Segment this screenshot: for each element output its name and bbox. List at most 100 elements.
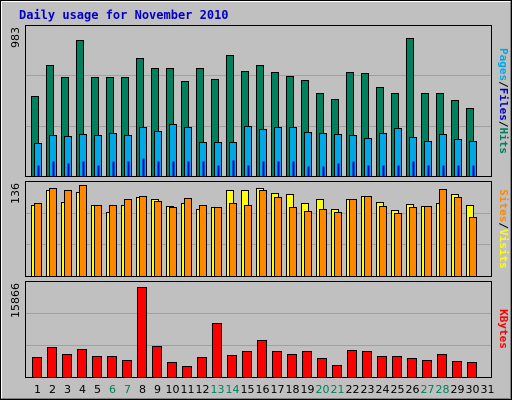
panel-1: 983 Pages/Files/Hits	[9, 25, 510, 177]
bar-kbytes-12	[197, 357, 207, 378]
bar-kbytes-28	[437, 354, 447, 378]
bar-kbytes-19	[302, 351, 312, 378]
bar-sites-22	[349, 199, 357, 277]
bar-pages-15	[247, 165, 250, 177]
bar-pages-5	[97, 165, 100, 177]
bar-sites-10	[169, 207, 177, 277]
bar-kbytes-26	[407, 358, 417, 378]
bar-kbytes-16	[257, 340, 267, 378]
bar-pages-21	[337, 163, 340, 177]
legend-entry: /	[497, 121, 510, 128]
x-tick-30: 30	[466, 383, 480, 396]
bar-pages-26	[412, 161, 415, 177]
bar-kbytes-8	[137, 287, 147, 378]
bar-kbytes-18	[287, 354, 297, 378]
bar-pages-16	[262, 161, 265, 177]
legend-entry: /	[497, 81, 510, 88]
bar-kbytes-5	[92, 356, 102, 378]
bar-sites-4	[79, 185, 87, 277]
bar-pages-30	[472, 165, 475, 177]
bar-kbytes-23	[362, 351, 372, 378]
bar-sites-21	[334, 212, 342, 277]
bar-pages-9	[157, 161, 160, 177]
bar-kbytes-14	[227, 355, 237, 378]
x-tick-7: 7	[124, 383, 131, 396]
bar-sites-1	[34, 203, 42, 277]
x-tick-19: 19	[301, 383, 315, 396]
bar-sites-15	[244, 205, 252, 277]
x-tick-25: 25	[391, 383, 405, 396]
bar-pages-23	[367, 165, 370, 177]
bar-sites-26	[409, 207, 417, 277]
y-max-label: 983	[9, 27, 22, 48]
panel-3: 15866 KBytes	[9, 281, 510, 378]
bar-kbytes-9	[152, 346, 162, 378]
bar-kbytes-2	[47, 347, 57, 378]
bar-sites-20	[319, 209, 327, 277]
series-legend: KBytes	[497, 309, 510, 349]
bar-kbytes-15	[242, 351, 252, 378]
x-tick-21: 21	[331, 383, 345, 396]
legend-entry: Pages	[497, 48, 510, 81]
x-tick-22: 22	[346, 383, 360, 396]
bar-pages-4	[82, 161, 85, 177]
bar-kbytes-6	[107, 356, 117, 378]
bar-kbytes-1	[32, 357, 42, 378]
bar-sites-2	[49, 188, 57, 277]
bar-sites-9	[154, 201, 162, 277]
bar-sites-28	[439, 189, 447, 277]
bar-sites-23	[364, 196, 372, 277]
legend-entry: Files	[497, 88, 510, 121]
x-tick-31: 31	[481, 383, 495, 396]
bar-kbytes-22	[347, 350, 357, 378]
legend-entry: /	[497, 222, 510, 229]
x-tick-12: 12	[196, 383, 210, 396]
bar-kbytes-13	[212, 323, 222, 378]
legend-entry: KBytes	[497, 309, 510, 349]
x-tick-11: 11	[181, 383, 195, 396]
legend-entry: Visits	[497, 229, 510, 269]
bar-sites-17	[274, 197, 282, 277]
bar-sites-8	[139, 196, 147, 277]
bar-sites-19	[304, 211, 312, 277]
bar-sites-11	[184, 198, 192, 277]
bar-kbytes-25	[392, 356, 402, 378]
bar-kbytes-3	[62, 354, 72, 378]
bar-sites-3	[64, 190, 72, 277]
x-tick-8: 8	[139, 383, 146, 396]
bar-pages-25	[397, 165, 400, 177]
bar-pages-29	[457, 165, 460, 177]
bar-kbytes-21	[332, 365, 342, 378]
bar-pages-1	[37, 165, 40, 177]
bar-kbytes-4	[77, 349, 87, 378]
x-tick-2: 2	[49, 383, 56, 396]
bar-pages-17	[277, 161, 280, 177]
x-tick-29: 29	[451, 383, 465, 396]
legend-entry: Sites	[497, 189, 510, 222]
chart-title: Daily usage for November 2010	[19, 8, 229, 22]
x-tick-5: 5	[94, 383, 101, 396]
bar-kbytes-29	[452, 361, 462, 378]
bar-sites-7	[124, 199, 132, 277]
bar-pages-6	[112, 161, 115, 177]
bar-pages-10	[172, 161, 175, 177]
bar-kbytes-20	[317, 358, 327, 378]
x-tick-14: 14	[226, 383, 240, 396]
x-tick-18: 18	[286, 383, 300, 396]
bar-sites-14	[229, 203, 237, 277]
bar-sites-24	[379, 206, 387, 277]
bar-pages-13	[217, 165, 220, 177]
series-legend: Pages/Files/Hits	[497, 48, 510, 154]
x-tick-24: 24	[376, 383, 390, 396]
bar-pages-7	[127, 161, 130, 177]
bar-pages-27	[427, 165, 430, 177]
bar-kbytes-11	[182, 366, 192, 378]
x-tick-20: 20	[316, 383, 330, 396]
bar-sites-16	[259, 190, 267, 277]
series-legend: Sites/Visits	[497, 189, 510, 269]
x-tick-6: 6	[109, 383, 116, 396]
bar-sites-5	[94, 205, 102, 277]
bar-sites-27	[424, 206, 432, 277]
bar-sites-29	[454, 197, 462, 277]
